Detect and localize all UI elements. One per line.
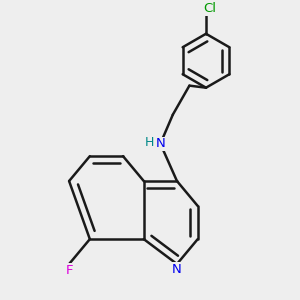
Text: H: H — [144, 136, 154, 148]
Text: Cl: Cl — [204, 2, 217, 15]
Text: F: F — [65, 264, 73, 277]
Text: N: N — [155, 137, 165, 150]
Text: N: N — [172, 263, 182, 276]
